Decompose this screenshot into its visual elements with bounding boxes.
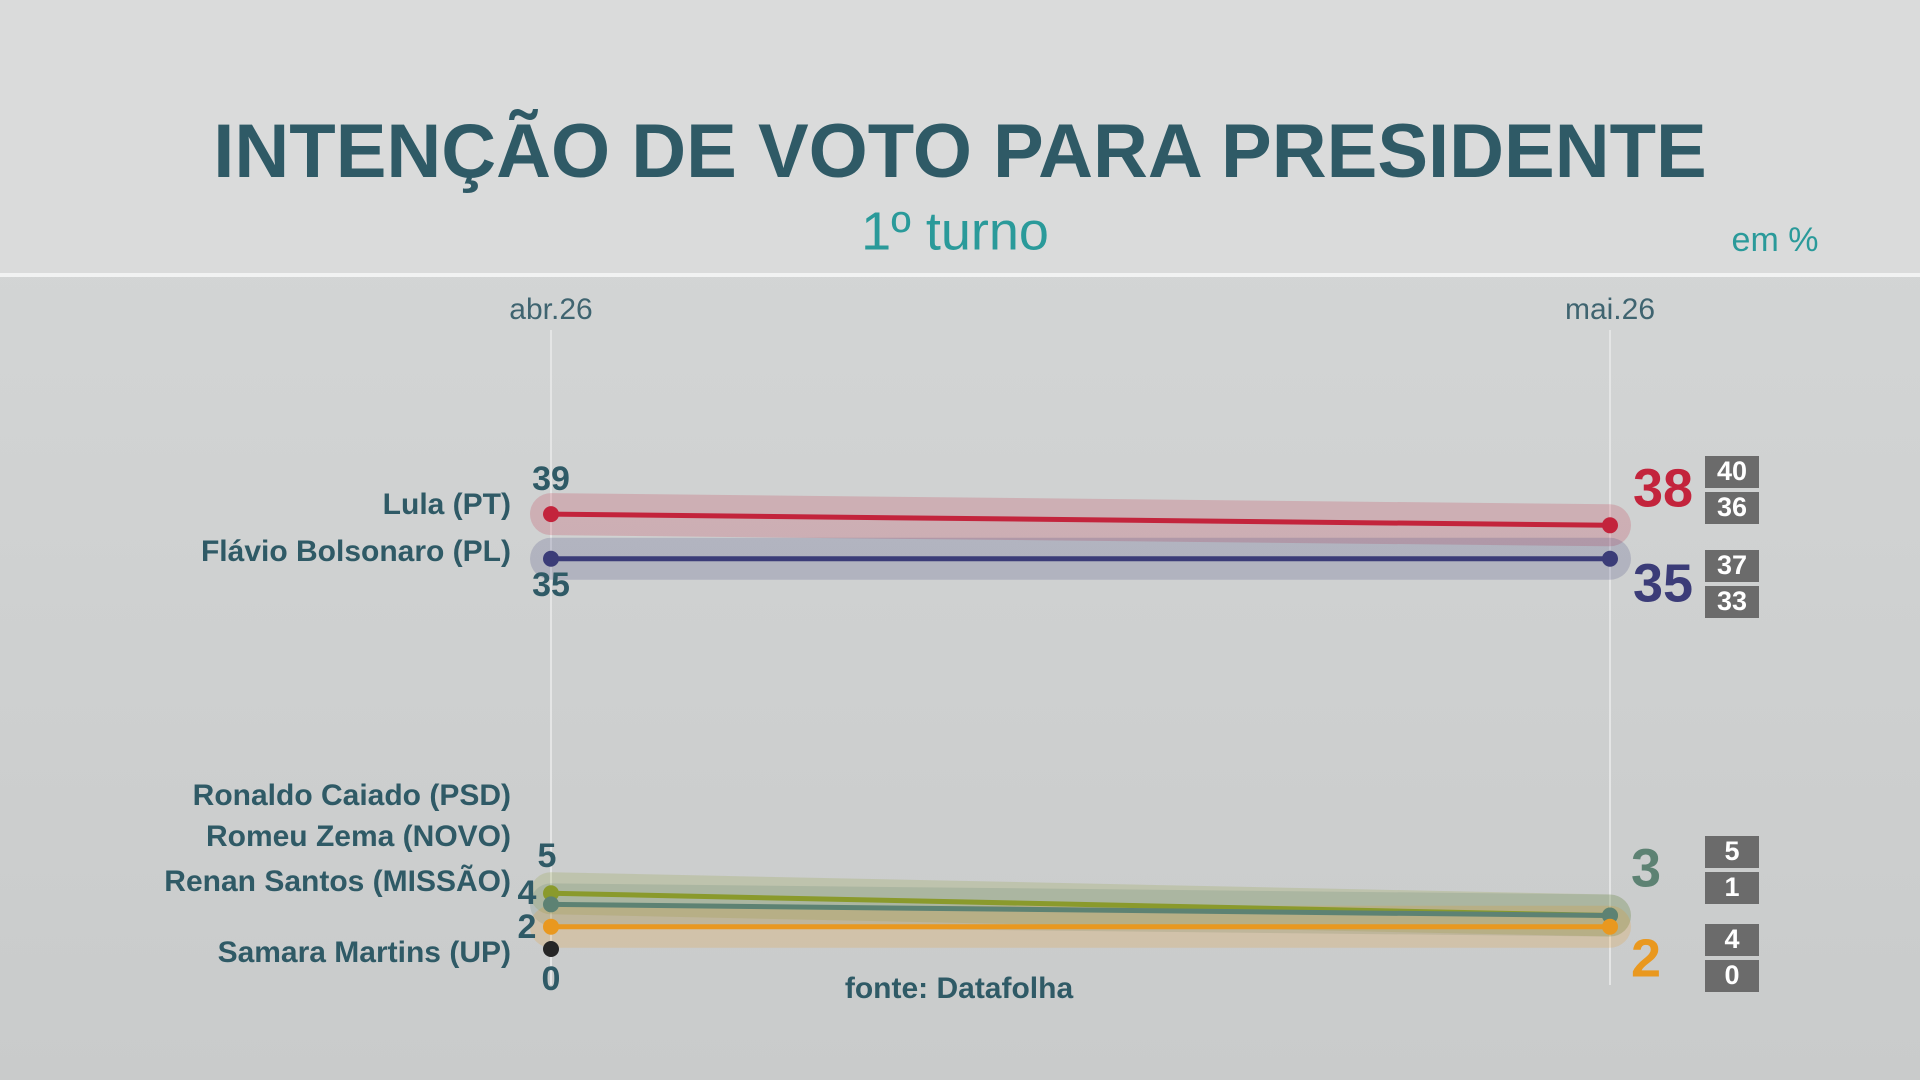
data-point — [1602, 918, 1618, 935]
value-label: 3 — [1631, 838, 1661, 898]
unit-note: em % — [1732, 221, 1819, 259]
value-label: 0 — [542, 960, 561, 998]
value-label: 38 — [1633, 458, 1693, 518]
series-name: Lula (PT) — [383, 488, 511, 521]
margin-label: 36 — [1717, 492, 1747, 522]
series-name: Romeu Zema (NOVO) — [206, 820, 511, 853]
subtitle: 1º turno — [861, 201, 1049, 261]
margin-box — [1705, 586, 1759, 618]
margin-box — [1705, 492, 1759, 524]
value-label: 35 — [532, 566, 570, 604]
margin-box — [1705, 836, 1759, 868]
data-point — [543, 941, 559, 957]
source: fonte: Datafolha — [845, 972, 1074, 1005]
margin-box — [1705, 550, 1759, 582]
header-band — [0, 0, 1920, 274]
data-point — [1602, 550, 1618, 567]
value-label: 2 — [1631, 928, 1661, 988]
data-point — [543, 885, 559, 902]
series-name: Renan Santos (MISSÃO) — [164, 864, 511, 898]
data-point — [543, 918, 559, 935]
value-label: 35 — [1633, 553, 1693, 613]
value-label: 4 — [518, 874, 537, 912]
value-label: 2 — [518, 908, 537, 946]
margin-label: 4 — [1724, 924, 1739, 954]
series-name: Flávio Bolsonaro (PL) — [201, 535, 511, 568]
value-label: 5 — [538, 837, 557, 875]
margin-label: 33 — [1717, 586, 1747, 616]
margin-label: 37 — [1717, 550, 1747, 580]
margin-box — [1705, 456, 1759, 488]
margin-box — [1705, 960, 1759, 992]
margin-label: 40 — [1717, 456, 1747, 486]
data-point — [543, 506, 559, 523]
x-tick-label: abr.26 — [509, 293, 592, 326]
series-name: Samara Martins (UP) — [218, 936, 511, 969]
margin-label: 1 — [1724, 872, 1739, 902]
data-point — [1602, 907, 1618, 924]
margin-box — [1705, 924, 1759, 956]
chart-title: INTENÇÃO DE VOTO PARA PRESIDENTE — [213, 109, 1706, 194]
value-label: 39 — [532, 460, 570, 498]
data-point — [1602, 517, 1618, 534]
data-point — [543, 896, 559, 913]
margin-label: 0 — [1724, 960, 1739, 990]
series-line — [550, 901, 1611, 919]
data-point — [543, 550, 559, 567]
series-line — [550, 511, 1611, 528]
series-name: Ronaldo Caiado (PSD) — [193, 779, 511, 812]
margin-label: 5 — [1724, 836, 1739, 866]
x-tick-label: mai.26 — [1565, 293, 1655, 326]
margin-box — [1705, 872, 1759, 904]
